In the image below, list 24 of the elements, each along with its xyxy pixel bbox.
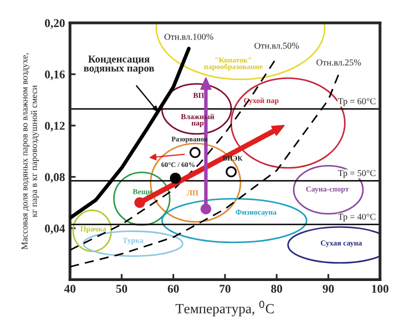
y-tick-label: 0,12: [44, 122, 65, 132]
y-tick-label: 0,08: [44, 173, 65, 183]
series-label: Отн.вл.25%: [316, 59, 361, 66]
point: [190, 147, 201, 158]
y-tick-label: 0,16: [44, 70, 65, 80]
annotation: Конденсация водяных паров: [84, 56, 154, 74]
y-tick-label: 0,04: [44, 224, 65, 234]
x-tick-label: 70: [220, 284, 230, 293]
x-tick-label: 90: [322, 284, 334, 293]
y-axis-title: Массовая доля водяных паров во влажном воздухе, кг пара в кг паровоздушной смеси: [22, 53, 39, 250]
y-tick-label: 0,20: [44, 19, 65, 29]
x-tick-label: 40: [64, 284, 76, 293]
annotation: Тр = 50°С: [338, 170, 376, 178]
x-tick-label: 50: [116, 284, 128, 293]
annotation: Тр = 40°С: [338, 214, 376, 222]
x-tick-label: 80: [271, 284, 282, 293]
point: [170, 172, 181, 184]
x-axis-title: Температура, $^{0}$С: [176, 300, 274, 316]
series-label: Отн.вл.100%: [164, 34, 214, 40]
x-tick-label: 100: [372, 284, 388, 293]
point: [226, 166, 237, 178]
series-label: Отн.вл.50%: [254, 42, 299, 49]
x-tick-label: 60: [168, 284, 179, 293]
annotation: Тр = 60°С: [338, 98, 376, 106]
